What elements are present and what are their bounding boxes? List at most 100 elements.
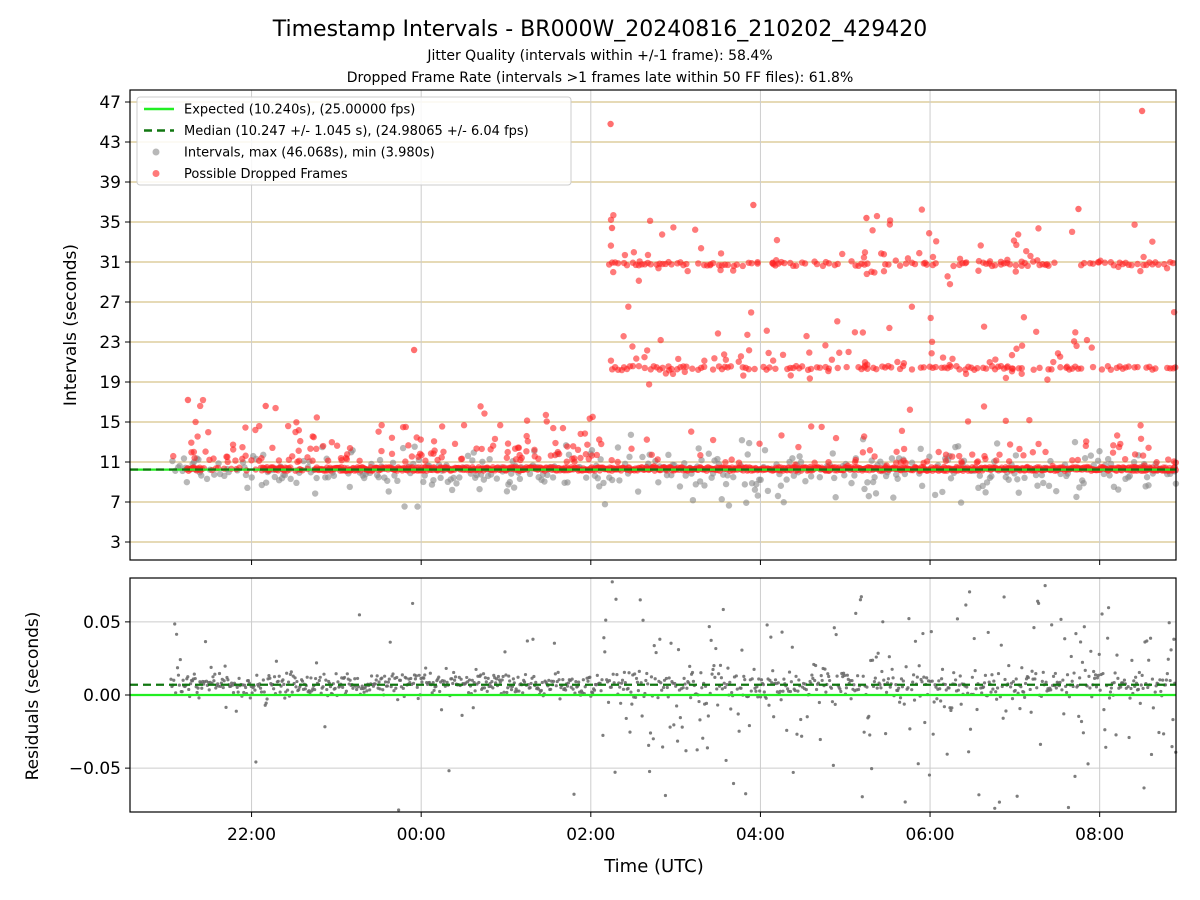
residual-point [437,675,441,679]
interval-point [389,459,397,466]
dropped-point [932,363,939,371]
residual-point [612,681,616,685]
residual-point [237,676,241,680]
residual-point [907,617,911,621]
interval-point [450,474,457,482]
residual-point [653,677,657,681]
interval-point [399,444,407,452]
dropped-point [543,418,550,425]
residual-point [314,661,319,665]
dropped-point [248,457,255,464]
residual-point [234,709,238,713]
dropped-point [765,349,772,357]
dropped-point [550,424,557,432]
legend: Expected (10.240s), (25.00000 fps) Median… [136,96,572,186]
residual-point [1011,679,1016,684]
dropped-point [792,262,800,269]
interval-point [979,482,986,490]
residual-point [169,677,173,681]
residual-point [176,673,181,677]
residual-point [902,702,906,706]
dropped-point [570,455,578,462]
residual-point [1128,696,1132,700]
residual-point [726,666,730,670]
residual-point [1028,687,1032,692]
dropped-point [863,270,871,278]
residual-point [725,682,729,687]
residual-point [940,667,945,671]
dropped-point [542,411,550,419]
residual-point [282,682,286,686]
residual-point [665,685,669,690]
residual-point [507,674,511,678]
dropped-point [869,227,876,234]
residual-point [231,690,236,695]
interval-point [1015,489,1022,496]
dropped-point [1137,435,1145,442]
dropped-point [832,434,840,442]
residual-point [404,676,408,680]
residual-point [1115,653,1119,657]
residual-point [912,698,917,702]
dropped-point [662,370,670,377]
residual-point [303,687,307,691]
residual-point [793,688,797,693]
interval-point [596,483,603,490]
residual-point [1076,683,1080,688]
dropped-point [684,267,691,275]
interval-point [1081,455,1089,462]
residual-point [438,689,442,694]
dropped-point [675,355,682,363]
residual-point [309,676,313,680]
residual-point [648,731,653,735]
residual-point [259,690,264,694]
interval-point [722,480,730,488]
residual-point [466,690,471,695]
residual-point [996,671,1001,676]
dropped-point [593,451,601,459]
residual-point [483,676,487,680]
residual-point [829,686,834,690]
residual-point [755,685,759,689]
dropped-point [986,258,994,265]
residual-point [993,806,997,810]
dropped-point [1141,462,1148,469]
dropped-point [1018,342,1026,349]
residual-point [1064,690,1069,695]
residual-point [604,618,608,622]
residual-point [870,658,875,662]
residual-point [668,725,672,729]
dropped-point [1010,237,1018,244]
dropped-point [375,428,382,435]
dropped-point [864,260,871,267]
dropped-point [313,414,321,421]
residual-point [645,671,649,676]
interval-point [1021,474,1028,482]
interval-point [437,474,444,482]
residual-point [1062,712,1066,716]
residual-point [511,677,515,681]
residual-point [973,669,977,673]
residual-point [1169,648,1173,652]
dropped-point [1004,256,1011,263]
residual-point [664,676,668,681]
interval-point [751,486,759,493]
residual-point [752,667,756,671]
dropped-point [1097,257,1104,264]
dropped-point [630,249,638,256]
dropped-point [701,357,708,364]
residual-point [1002,595,1006,599]
dropped-point [864,361,871,368]
residual-point [607,679,612,683]
residual-point [181,678,185,682]
interval-point [789,455,796,462]
residual-point [678,715,682,720]
dropped-point [900,360,908,367]
residual-point [875,686,879,690]
interval-point [796,453,803,460]
dropped-point [628,445,635,452]
residual-point [581,678,585,682]
residual-point [698,718,702,722]
residual-point [1013,688,1017,693]
residual-point [445,680,449,684]
